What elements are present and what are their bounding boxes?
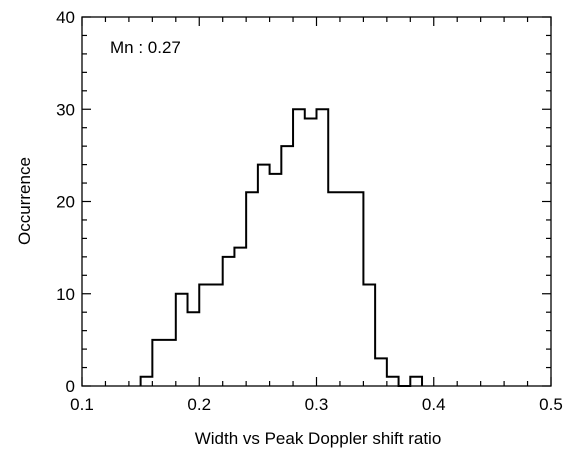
histogram-outline — [139, 108, 424, 387]
y-axis-ticks — [82, 16, 551, 387]
x-tick-label: 0.3 — [305, 395, 329, 414]
histogram-bin — [152, 340, 164, 386]
x-tick-label: 0.5 — [539, 395, 563, 414]
histogram-bin — [246, 192, 258, 386]
histogram-bin — [305, 118, 317, 386]
y-tick-label: 0 — [66, 377, 75, 396]
histogram-bin — [199, 285, 211, 386]
y-axis-label: Occurrence — [15, 157, 34, 245]
histogram-bin — [164, 340, 176, 386]
histogram-bin — [375, 358, 387, 386]
histogram-bin — [211, 285, 223, 386]
x-axis-label: Width vs Peak Doppler shift ratio — [195, 429, 442, 448]
histogram-bin — [328, 192, 363, 386]
histogram-bin — [188, 312, 200, 386]
histogram-bin — [281, 146, 293, 386]
x-tick-label: 0.1 — [70, 395, 94, 414]
y-tick-label: 30 — [56, 100, 75, 119]
histogram-bin — [317, 109, 329, 386]
x-tick-label: 0.2 — [187, 395, 211, 414]
mean-annotation: Mn : 0.27 — [110, 38, 181, 57]
histogram-bin — [363, 285, 375, 386]
histogram-bin — [141, 377, 153, 386]
y-tick-label: 40 — [56, 8, 75, 27]
histogram-bin — [223, 257, 235, 386]
histogram-bin — [176, 294, 188, 386]
histogram-bin — [387, 377, 399, 386]
histogram-bin — [258, 165, 270, 386]
histogram-bin — [234, 248, 246, 386]
y-tick-labels: 0 10 20 30 40 — [56, 8, 75, 396]
y-tick-label: 10 — [56, 285, 75, 304]
plot-frame — [81, 16, 552, 387]
y-tick-label: 20 — [56, 193, 75, 212]
histogram-bin — [293, 109, 305, 386]
x-axis-ticks — [81, 17, 552, 386]
x-tick-labels: 0.1 0.2 0.3 0.4 0.5 — [70, 395, 563, 414]
histogram-bin — [270, 174, 282, 386]
x-tick-label: 0.4 — [422, 395, 446, 414]
histogram-bin — [410, 377, 422, 386]
